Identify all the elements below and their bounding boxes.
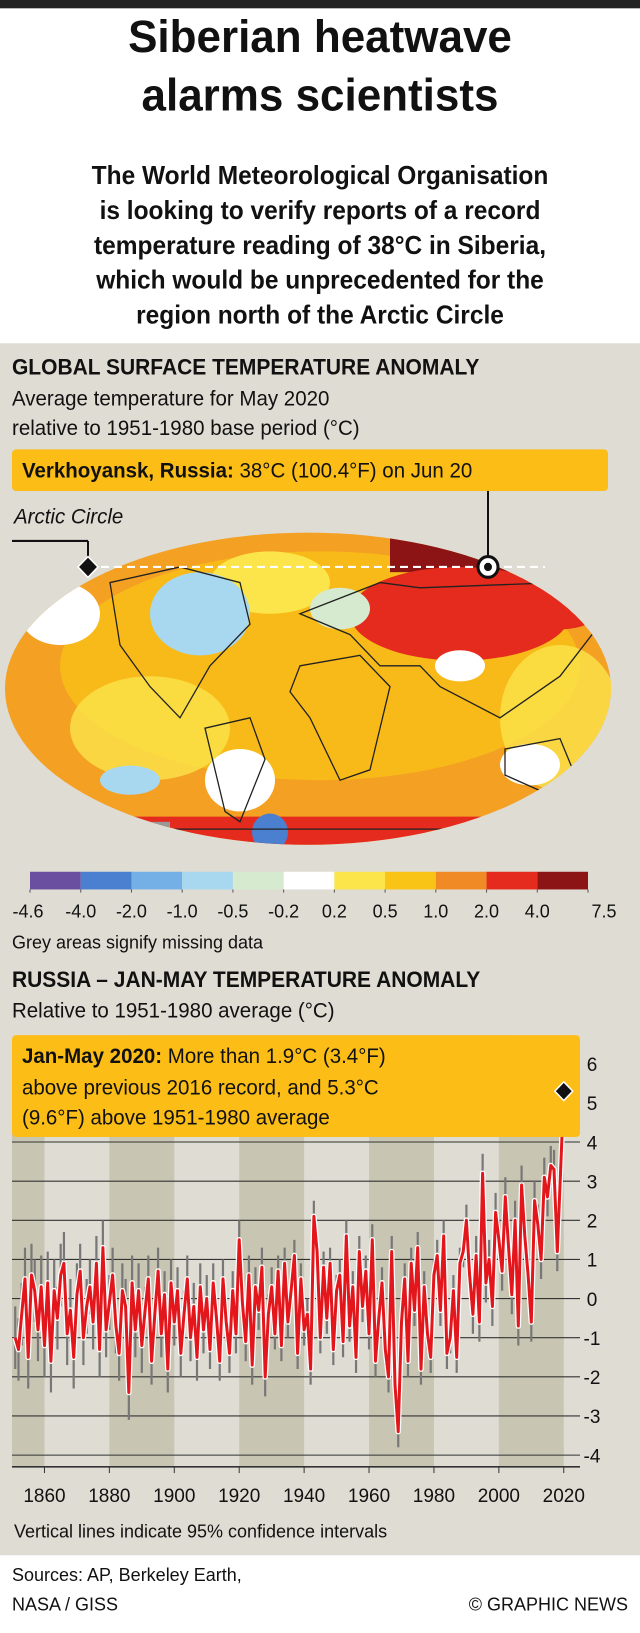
x-tick-label: 1880 (88, 1485, 130, 1507)
callout-label: Verkhoyansk, Russia: (22, 459, 234, 482)
description: relative to 1951-1980 base period (°C) (12, 416, 360, 439)
x-tick-label: 2000 (478, 1485, 520, 1507)
x-tick-label: 1980 (413, 1485, 455, 1507)
subtitle-line: temperature reading of 38°C in Siberia, (94, 231, 546, 260)
y-tick-label: 1 (587, 1249, 598, 1271)
color-swatch (385, 871, 436, 890)
y-tick-label: -2 (584, 1367, 601, 1389)
chart-subtitle: Relative to 1951-1980 average (°C) (12, 999, 335, 1022)
colorbar-label: 0.5 (373, 900, 398, 921)
color-swatch (435, 871, 487, 890)
color-swatch (486, 871, 538, 890)
annotation-line: More than 1.9°C (3.4°F) (168, 1045, 386, 1068)
colorbar-label: 0.2 (322, 900, 347, 921)
color-swatch (30, 871, 81, 890)
annotation-line: (9.6°F) above 1951-1980 average (22, 1106, 330, 1129)
color-swatch (283, 871, 335, 890)
y-tick-label: 5 (587, 1093, 598, 1115)
callout-body: 38°C (100.4°F) on Jun 20 (240, 459, 473, 482)
x-tick-label: 1940 (283, 1485, 325, 1507)
colorbar-label: -0.5 (217, 900, 248, 921)
line (13, 1091, 566, 1434)
x-tick-label: 1860 (23, 1485, 65, 1507)
y-tick-label: 3 (587, 1171, 598, 1193)
credit: © GRAPHIC NEWS (469, 1593, 628, 1614)
subtitle-line: is looking to verify reports of a record (100, 197, 541, 226)
marker (76, 555, 100, 579)
x-tick-label: 2020 (543, 1485, 585, 1507)
point-marker (553, 1080, 574, 1102)
annotation-label: Jan-May 2020: (22, 1045, 162, 1068)
y-tick-label: -1 (584, 1328, 601, 1350)
color-swatch (182, 871, 233, 890)
y-tick-label: 4 (587, 1132, 598, 1154)
subtitle: The World Meteorological Organisation is … (92, 162, 549, 330)
chart-title: RUSSIA – JAN-MAY TEMPERATURE ANOMALY (12, 968, 480, 992)
x-tick-label: 1900 (153, 1485, 195, 1507)
color-swatch (80, 871, 132, 890)
chart-note: Vertical lines indicate 95% confidence i… (14, 1520, 387, 1541)
annotation-line: above previous 2016 record, and 5.3°C (22, 1076, 379, 1099)
color-swatch (131, 871, 183, 890)
section-heading: GLOBAL SURFACE TEMPERATURE ANOMALY (12, 355, 479, 379)
description: Average temperature for May 2020 (12, 387, 329, 410)
map-note: Grey areas signify missing data (12, 931, 264, 952)
callout (12, 449, 608, 492)
y-tick-label: 6 (587, 1054, 598, 1076)
colorbar-label: 7.5 (591, 900, 616, 921)
annotation-text: Jan-May 2020: More than 1.9°C (3.4°F) (22, 1045, 386, 1068)
title: Siberian heatwave (128, 10, 512, 62)
y-tick-label: -3 (584, 1406, 601, 1428)
colorbar-label: -1.0 (167, 900, 198, 921)
colorbar-label: -4.0 (65, 900, 96, 921)
color-swatch (334, 871, 386, 890)
colorbar-label: -0.2 (268, 900, 299, 921)
top-bar (0, 0, 640, 9)
sources: NASA / GISS (12, 1593, 118, 1614)
y-tick-label: -4 (584, 1445, 601, 1467)
x-tick-label: 1960 (348, 1485, 390, 1507)
subtitle-line: which would be unprecedented for the (95, 266, 544, 295)
color-swatch (537, 871, 588, 890)
color-swatch (232, 871, 284, 890)
subtitle-line: The World Meteorological Organisation (92, 162, 549, 191)
title: alarms scientists (142, 68, 499, 120)
colorbar-label: -4.6 (12, 900, 43, 921)
location-marker (484, 562, 492, 572)
callout-text: Verkhoyansk, Russia: 38°C (100.4°F) on J… (22, 459, 472, 482)
callout (12, 1035, 580, 1138)
y-tick-label: 2 (587, 1210, 598, 1232)
subtitle-line: region north of the Arctic Circle (136, 301, 504, 330)
y-tick-label: 0 (587, 1289, 598, 1311)
plot: -4 -3 -2 -1 0 1 2 3 4 5 6 1860 1880 1900 1920 1940 1960 1… (12, 1035, 601, 1507)
colorbar-label: 1.0 (423, 900, 448, 921)
colorbar-label: 2.0 (474, 900, 499, 921)
colorbar-label: -2.0 (116, 900, 147, 921)
colorbar: -4.6 -4.0 -2.0 -1.0 -0.5 -0.2 0.2 0.5 1.0 2.0 4.0 7… (12, 871, 617, 922)
arctic-label: Arctic Circle (12, 505, 123, 528)
sources: Sources: AP, Berkeley Earth, (12, 1564, 242, 1585)
colorbar-label: 4.0 (525, 900, 550, 921)
x-tick-label: 1920 (218, 1485, 260, 1507)
